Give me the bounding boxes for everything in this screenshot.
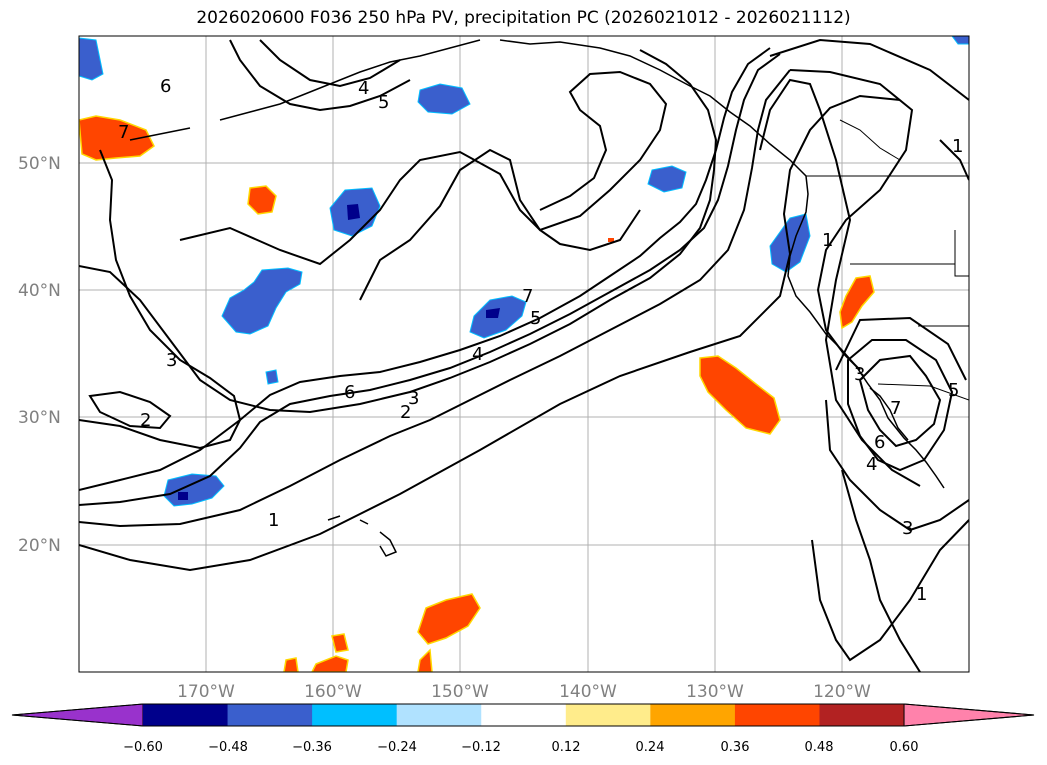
colorbar-tick: 0.60 bbox=[890, 740, 919, 755]
lon-label: 170°W bbox=[177, 682, 235, 702]
colorbar-segment bbox=[481, 704, 567, 726]
precipitation-shading bbox=[79, 36, 969, 672]
colorbar-tick: 0.36 bbox=[721, 740, 750, 755]
map-frame bbox=[78, 35, 970, 673]
contour-label: 4 bbox=[866, 454, 877, 475]
contour-label: 7 bbox=[890, 398, 901, 419]
pv-contours bbox=[79, 38, 969, 672]
colorbar-tick: −0.12 bbox=[461, 740, 501, 755]
colorbar-outline bbox=[11, 703, 1035, 727]
colorbar-extend-high bbox=[903, 703, 1035, 727]
contour-label: 2 bbox=[400, 402, 411, 423]
contour-label: 3 bbox=[166, 350, 177, 371]
contour-label: 7 bbox=[118, 122, 129, 143]
contour-label: 7 bbox=[522, 286, 533, 307]
colorbar-segment bbox=[227, 704, 313, 726]
colorbar-tick: 0.48 bbox=[805, 740, 834, 755]
colorbar-tick: −0.36 bbox=[292, 740, 332, 755]
contour-label: 1 bbox=[822, 230, 833, 251]
colorbar-segment bbox=[143, 704, 229, 726]
latitude-labels: 50°N 40°N 30°N 20°N bbox=[18, 154, 61, 556]
lon-label: 140°W bbox=[559, 682, 617, 702]
contour-label: 1 bbox=[952, 136, 963, 157]
colorbar-tick: −0.48 bbox=[208, 740, 248, 755]
colorbar bbox=[11, 703, 1035, 727]
contour-label: 4 bbox=[472, 344, 483, 365]
colorbar-tick: −0.60 bbox=[123, 740, 163, 755]
negative-precip-area bbox=[79, 36, 969, 507]
contour-label: 6 bbox=[874, 432, 885, 453]
contour-label: 6 bbox=[344, 382, 355, 403]
contour-labels: 7 6 4 5 3 2 1 7 5 4 6 3 2 1 1 3 5 7 6 4 … bbox=[118, 76, 963, 605]
lat-label: 30°N bbox=[18, 408, 61, 428]
colorbar-segment bbox=[396, 704, 482, 726]
contour-label: 3 bbox=[854, 364, 865, 385]
lon-label: 150°W bbox=[431, 682, 489, 702]
lat-label: 20°N bbox=[18, 536, 61, 556]
contour-label: 3 bbox=[902, 518, 913, 539]
political-borders bbox=[806, 119, 969, 401]
colorbar-segment bbox=[819, 704, 905, 726]
colorbar-tick: −0.24 bbox=[377, 740, 417, 755]
coastlines bbox=[129, 39, 945, 557]
colorbar-tick: 0.24 bbox=[636, 740, 665, 755]
colorbar-extend-low bbox=[11, 703, 144, 727]
map-gridlines bbox=[79, 36, 969, 672]
contour-label: 3 bbox=[408, 388, 419, 409]
contour-label: 5 bbox=[530, 308, 541, 329]
contour-label: 5 bbox=[948, 380, 959, 401]
lon-label: 120°W bbox=[813, 682, 871, 702]
lon-label: 130°W bbox=[686, 682, 744, 702]
colorbar-ticks: −0.60 −0.48 −0.36 −0.24 −0.12 0.12 0.24 … bbox=[123, 740, 918, 755]
lat-label: 40°N bbox=[18, 281, 61, 301]
contour-label: 2 bbox=[140, 410, 151, 431]
colorbar-tick: 0.12 bbox=[552, 740, 581, 755]
contour-label: 6 bbox=[160, 76, 171, 97]
contour-label: 1 bbox=[268, 510, 279, 531]
contour-label: 1 bbox=[916, 584, 927, 605]
contour-label: 5 bbox=[378, 92, 389, 113]
colorbar-segment bbox=[565, 704, 651, 726]
colorbar-segment bbox=[734, 704, 820, 726]
colorbar-segment bbox=[650, 704, 736, 726]
map-title: 2026020600 F036 250 hPa PV, precipitatio… bbox=[196, 8, 851, 28]
colorbar-segment bbox=[312, 704, 398, 726]
longitude-labels: 170°W 160°W 150°W 140°W 130°W 120°W bbox=[177, 682, 871, 702]
lat-label: 50°N bbox=[18, 154, 61, 174]
contour-label: 4 bbox=[358, 78, 369, 99]
lon-label: 160°W bbox=[304, 682, 362, 702]
positive-precip-area bbox=[79, 115, 875, 672]
